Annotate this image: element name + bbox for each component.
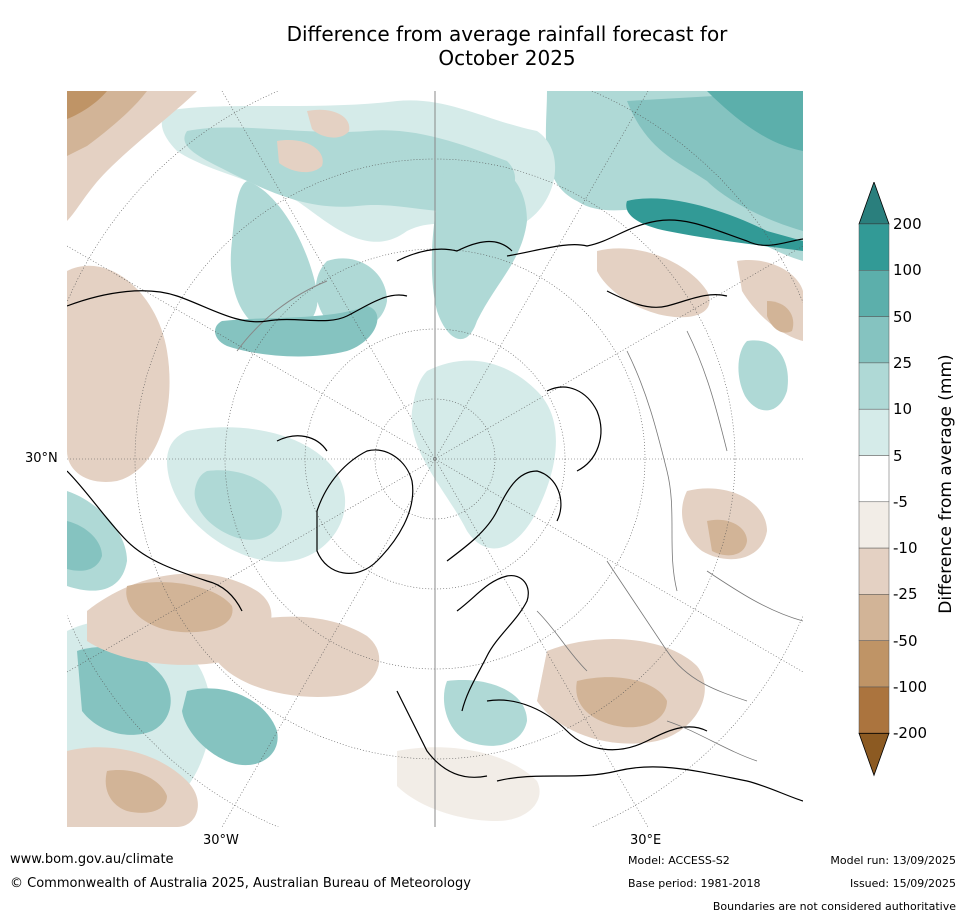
colorbar-tick-label: -200 xyxy=(893,724,928,743)
footer-website[interactable]: www.bom.gov.au/climate xyxy=(10,852,174,867)
footer-model: Model: ACCESS-S2 xyxy=(628,854,730,867)
colorbar-band xyxy=(858,408,890,456)
colorbar-tick-label: 100 xyxy=(893,261,922,280)
polar-projection-svg xyxy=(67,91,803,827)
colorbar-band xyxy=(858,547,890,595)
colorbar-tick-label: -10 xyxy=(893,539,918,558)
footer-model-run: Model run: 13/09/2025 xyxy=(830,854,956,867)
footer-base-period: Base period: 1981-2018 xyxy=(628,877,761,890)
title-line-1: Difference from average rainfall forecas… xyxy=(286,22,728,46)
rainfall-anomaly-map xyxy=(67,91,803,827)
colorbar-tick-label: 25 xyxy=(893,353,913,372)
colorbar-tick-label: 5 xyxy=(893,446,903,465)
colorbar-title: Difference from average (mm) xyxy=(936,354,956,614)
colorbar-band xyxy=(858,362,890,410)
dry-anomaly-regions xyxy=(67,91,803,827)
meridian-lines xyxy=(236,91,436,827)
coastlines xyxy=(67,219,803,802)
country-borders xyxy=(536,330,803,762)
lon-label-30e: 30°E xyxy=(630,833,662,848)
colorbar-band xyxy=(858,270,890,317)
colorbar-band xyxy=(858,594,890,641)
colorbar-band xyxy=(858,316,890,364)
colorbar-band xyxy=(858,686,890,734)
colorbar-band xyxy=(858,455,890,503)
colorbar-extend-bottom xyxy=(858,732,890,777)
lat-label-30n: 30°N xyxy=(25,451,58,466)
colorbar-tick-label: -100 xyxy=(893,678,928,696)
colorbar xyxy=(858,182,890,777)
footer-boundaries: Boundaries are not considered authoritat… xyxy=(712,900,956,913)
lon-label-30w: 30°W xyxy=(203,833,239,848)
colorbar-band xyxy=(858,640,890,688)
colorbar-tick-label: 10 xyxy=(893,400,913,419)
colorbar-extend-top xyxy=(858,182,890,225)
colorbar-tick-label: 50 xyxy=(893,307,913,326)
map-title: Difference from average rainfall forecas… xyxy=(67,22,947,70)
footer-issued: Issued: 15/09/2025 xyxy=(849,877,956,890)
colorbar-band xyxy=(858,501,890,549)
colorbar-tick-label: 200 xyxy=(893,215,922,233)
wet-anomaly-regions xyxy=(67,91,803,827)
colorbar-band xyxy=(858,223,890,271)
footer-copyright: © Commonwealth of Australia 2025, Austra… xyxy=(10,876,471,891)
colorbar-tick-label: -5 xyxy=(893,492,908,511)
colorbar-tick-label: -50 xyxy=(893,631,918,650)
colorbar-tick-label: -25 xyxy=(893,585,918,604)
title-line-2: October 2025 xyxy=(438,46,576,70)
